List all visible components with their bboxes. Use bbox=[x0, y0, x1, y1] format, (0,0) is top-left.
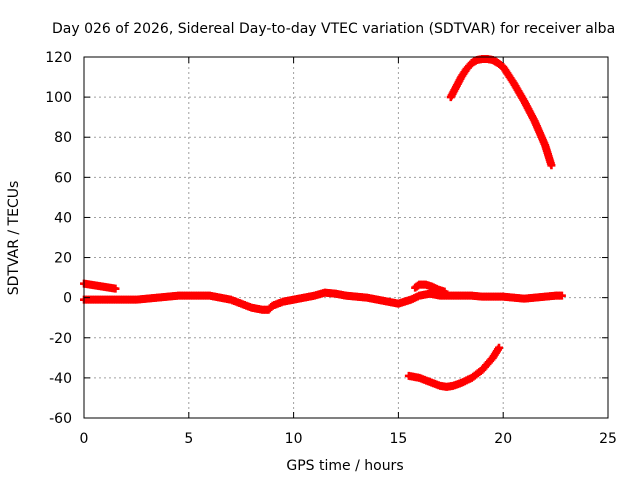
x-tick-label: 20 bbox=[494, 431, 512, 447]
y-tick-label: -60 bbox=[49, 411, 72, 427]
data-point-marker bbox=[547, 161, 556, 170]
x-tick-label: 0 bbox=[80, 431, 89, 447]
x-tick-label: 10 bbox=[285, 431, 303, 447]
y-tick-label: 80 bbox=[54, 130, 72, 146]
y-tick-label: 60 bbox=[54, 170, 72, 186]
data-point-marker bbox=[495, 343, 504, 352]
y-tick-label: 0 bbox=[63, 291, 72, 307]
data-points bbox=[80, 55, 566, 391]
y-tick-label: 120 bbox=[45, 50, 72, 66]
data-point-marker bbox=[111, 284, 120, 293]
y-tick-label: -40 bbox=[49, 371, 72, 387]
y-axis-label: SDTVAR / TECUs bbox=[6, 181, 22, 296]
y-tick-label: -20 bbox=[49, 331, 72, 347]
axis-ticks: 0 5 10 15 20 25 -60 -40 -20 0 20 40 60 80 100 120 bbox=[45, 50, 617, 447]
y-tick-label: 100 bbox=[45, 90, 72, 106]
data-point-marker bbox=[440, 287, 449, 296]
y-tick-label: 20 bbox=[54, 251, 72, 267]
data-point-marker bbox=[557, 291, 566, 300]
plot-frame bbox=[83, 56, 609, 419]
chart-title: Day 026 of 2026, Sidereal Day-to-day VTE… bbox=[52, 21, 615, 37]
x-axis-label: GPS time / hours bbox=[286, 458, 403, 474]
x-tick-label: 5 bbox=[184, 431, 193, 447]
y-tick-label: 40 bbox=[54, 210, 72, 226]
x-tick-label: 25 bbox=[599, 431, 617, 447]
x-tick-label: 15 bbox=[389, 431, 407, 447]
